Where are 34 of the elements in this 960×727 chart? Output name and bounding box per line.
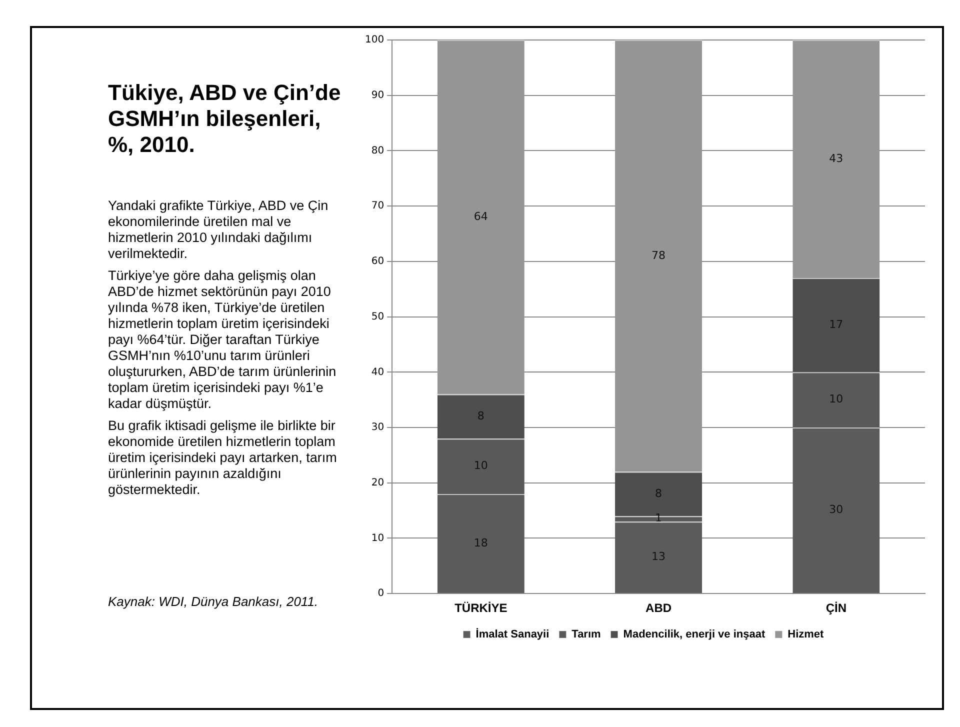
legend-label: Hizmet (788, 628, 824, 641)
y-tick-label: 40 (371, 366, 384, 378)
y-tick-label: 90 (371, 90, 384, 101)
x-tick-label: ABD (646, 601, 672, 616)
data-label: 30 (829, 503, 844, 516)
data-label: 18 (474, 536, 488, 550)
y-tick-label: 50 (371, 311, 384, 322)
y-tick-label: 30 (371, 422, 384, 434)
x-tick-label: ÇİN (826, 601, 847, 616)
data-label: 10 (474, 459, 488, 472)
y-tick-label: 10 (371, 532, 384, 544)
text: Tükiye, ABD ve Çin’de GSMH’ın bileşenleri, %, 2010. (108, 80, 342, 158)
text: Yandaki grafikte Türkiye, ABD ve Çin ekonomilerinde üretilen mal ve hizmetlerin 2010 yılındaki dağılımı verilmektedir. (108, 198, 330, 262)
x-tick-label: TÜRKİYE (454, 601, 508, 616)
y-tick-label: 0 (378, 588, 384, 600)
text: Kaynak: WDI, Dünya Bankası, 2011. (108, 594, 318, 609)
data-label: 78 (652, 248, 666, 262)
data-label: 8 (477, 409, 484, 422)
data-label: 43 (829, 152, 844, 165)
y-tick-label: 100 (364, 34, 384, 46)
data-label: 10 (829, 392, 844, 406)
data-label: 64 (474, 210, 488, 224)
legend-label: İmalat Sanayii (476, 628, 550, 641)
text: Türkiye’ye göre daha gelişmiş olan ABD’de hizmet sektörünün payı 2010 yılında %78 iken, Türkiye’de üretilen hizmetlerin toplam üretim içerisindeki payı %64’tür. Diğer taraftan Türkiye GSMH’nın %10’unu tarım ürünleri oluştururken, ABD’de tarım ürünlerinin toplam üretim içerisindeki payı %1’e kadar düşmüştür. (108, 268, 336, 411)
y-tick-label: 70 (371, 200, 384, 212)
data-label: 13 (652, 550, 666, 564)
data-label: 8 (655, 486, 662, 500)
text: Bu grafik iktisadi gelişme ile birlikte bir ekonomide üretilen hizmetlerin toplam üretim içerisindeki payı artarken, tarım ürünlerinin payının azaldığını göstermektedir. (108, 418, 338, 498)
legend-label: Madencilik, enerji ve inşaat (623, 628, 766, 641)
y-tick-label: 20 (371, 477, 384, 488)
y-tick-label: 60 (371, 256, 384, 268)
data-label: 17 (829, 318, 844, 331)
legend-label: Tarım (572, 628, 602, 641)
y-tick-label: 80 (371, 145, 384, 156)
